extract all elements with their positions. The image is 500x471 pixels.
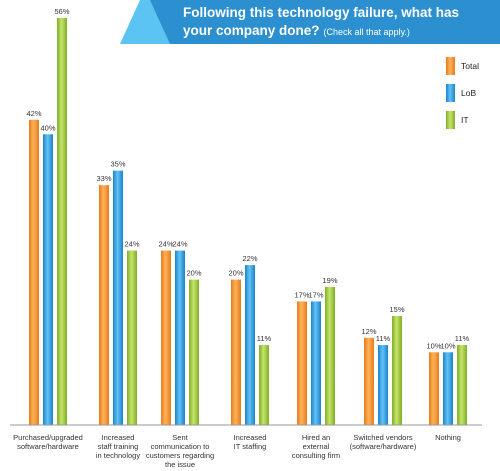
value-label-total-5: 12% xyxy=(361,327,376,336)
legend-label-it: IT xyxy=(461,115,469,125)
legend-swatch-lob xyxy=(446,84,455,102)
bar-total-3 xyxy=(231,279,241,425)
category-label-line: Increased xyxy=(102,433,135,442)
category-label-line: staff training xyxy=(98,442,139,451)
category-label-line: communication to xyxy=(151,442,210,451)
bar-it-6 xyxy=(457,345,467,425)
value-label-lob-6: 10% xyxy=(440,341,455,350)
bar-lob-0 xyxy=(43,134,53,426)
category-label-line: Increased xyxy=(234,433,267,442)
value-label-lob-5: 11% xyxy=(376,334,391,343)
value-label-lob-1: 35% xyxy=(110,160,125,169)
legend-swatch-it xyxy=(446,111,455,129)
category-label-line: consulting firm xyxy=(292,451,340,460)
value-label-lob-4: 17% xyxy=(308,290,323,299)
category-label-line: software/hardware xyxy=(17,442,79,451)
value-label-total-4: 17% xyxy=(294,290,309,299)
category-label-line: Purchased/upgraded xyxy=(13,433,83,442)
bar-lob-6 xyxy=(443,352,453,425)
value-label-it-1: 24% xyxy=(124,240,139,249)
value-label-it-4: 19% xyxy=(322,276,337,285)
value-label-total-1: 33% xyxy=(96,174,111,183)
bar-lob-5 xyxy=(378,345,388,425)
bar-it-2 xyxy=(189,279,199,425)
bar-it-1 xyxy=(127,250,137,425)
bar-total-2 xyxy=(161,250,171,425)
category-label-line: external xyxy=(303,442,330,451)
legend-label-total: Total xyxy=(461,61,479,71)
chart-bars: 42%33%24%20%17%12%10%40%35%24%22%17%11%1… xyxy=(26,7,470,426)
value-label-it-2: 20% xyxy=(186,269,201,278)
value-label-lob-0: 40% xyxy=(40,123,55,132)
value-label-it-5: 15% xyxy=(389,305,404,314)
category-label-1: Increased staff training in technology xyxy=(96,433,140,460)
value-label-lob-3: 22% xyxy=(242,254,257,263)
category-label-line: in technology xyxy=(96,451,140,460)
category-label-5: Switched vendors (software/hardware) xyxy=(350,433,417,451)
bar-lob-3 xyxy=(245,265,255,425)
category-label-line: Switched vendors xyxy=(353,433,412,442)
bar-it-0 xyxy=(57,18,67,425)
legend-swatch-total xyxy=(446,57,455,75)
category-label-3: Increased IT staffing xyxy=(234,433,267,451)
value-label-lob-2: 24% xyxy=(172,240,187,249)
chart-subtitle: (Check all that apply.) xyxy=(324,27,410,37)
category-label-line: customers regarding xyxy=(146,451,214,460)
category-label-4: Hired an external consulting firm xyxy=(292,433,340,460)
header-banner xyxy=(150,0,500,44)
category-label-line: the issue xyxy=(165,460,195,469)
category-label-6: Nothing xyxy=(435,433,461,442)
chart-legend: Total LoB IT xyxy=(446,57,479,129)
value-label-it-6: 11% xyxy=(455,334,470,343)
category-label-line: IT staffing xyxy=(234,442,267,451)
bar-lob-1 xyxy=(113,170,123,425)
value-label-total-0: 42% xyxy=(26,109,41,118)
bar-lob-4 xyxy=(311,301,321,425)
category-label-line: Nothing xyxy=(435,433,461,442)
legend-label-lob: LoB xyxy=(461,88,476,98)
category-label-line: Sent xyxy=(172,433,188,442)
bar-total-1 xyxy=(99,185,109,425)
chart-title-line-2: your company done? (Check all that apply.… xyxy=(183,23,410,38)
bar-total-5 xyxy=(364,337,374,425)
chart-header: Following this technology failure, what … xyxy=(120,0,500,44)
category-label-line: Hired an xyxy=(302,433,330,442)
bar-total-0 xyxy=(29,119,39,425)
value-label-total-6: 10% xyxy=(426,341,441,350)
value-label-total-3: 20% xyxy=(228,269,243,278)
value-label-total-2: 24% xyxy=(158,240,173,249)
bar-total-6 xyxy=(429,352,439,425)
bar-lob-2 xyxy=(175,250,185,425)
bar-it-5 xyxy=(392,315,402,425)
category-label-2: Sent communication to customers regarding t… xyxy=(146,433,214,469)
chart-title-line-1: Following this technology failure, what … xyxy=(183,5,459,20)
category-labels: Purchased/upgraded software/hardware Incre… xyxy=(13,433,461,469)
bar-total-4 xyxy=(297,301,307,425)
chart-title-line-2-text: your company done? xyxy=(183,23,320,38)
bar-it-4 xyxy=(325,286,335,425)
value-label-it-3: 11% xyxy=(257,334,272,343)
category-label-0: Purchased/upgraded software/hardware xyxy=(13,433,83,451)
bar-it-3 xyxy=(259,345,269,425)
category-label-line: (software/hardware) xyxy=(350,442,417,451)
value-label-it-0: 56% xyxy=(54,7,69,16)
